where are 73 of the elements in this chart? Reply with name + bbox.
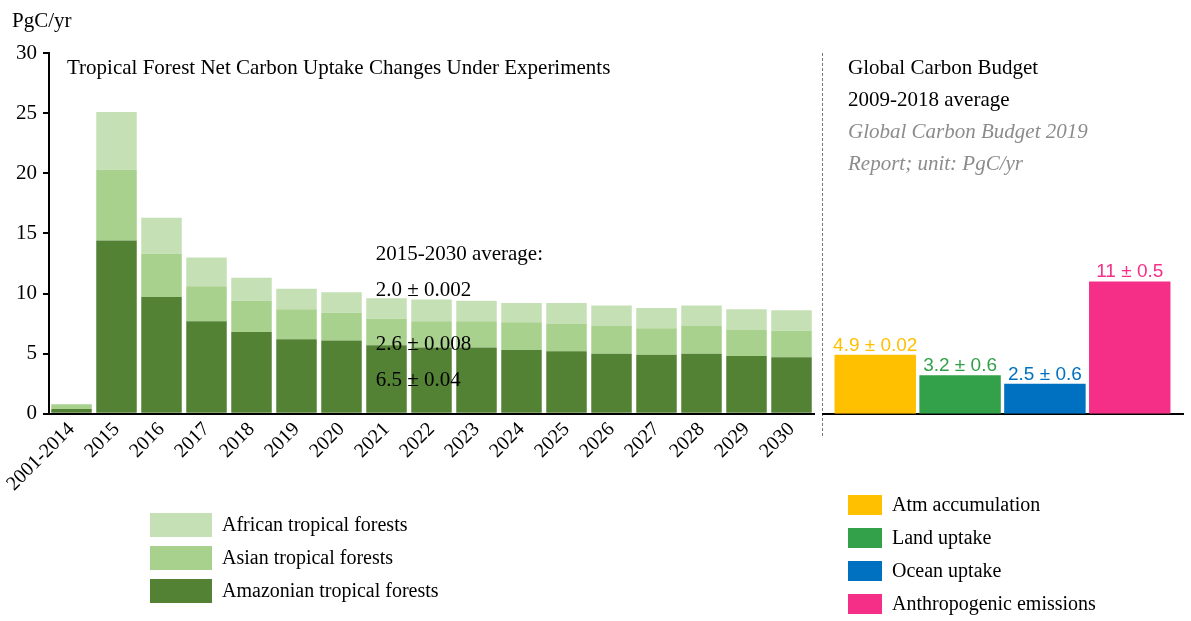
- bar: [276, 339, 317, 413]
- bar: [51, 408, 92, 413]
- annotation: 2015-2030 average:: [375, 241, 544, 265]
- y-axis-title: PgC/yr: [12, 8, 72, 32]
- bar: [546, 351, 587, 413]
- bar: [456, 300, 497, 322]
- bar: [51, 404, 92, 409]
- bar: [321, 292, 362, 313]
- bar: [96, 240, 137, 413]
- data-label: 4.9 ± 0.02: [833, 333, 918, 355]
- bar: [186, 286, 227, 322]
- legend-label: Atm accumulation: [892, 493, 1041, 516]
- bar: [411, 299, 452, 322]
- data-label: 2.5 ± 0.6: [1008, 362, 1082, 384]
- bar: [501, 303, 542, 323]
- bar: [726, 356, 767, 413]
- chart-title: Tropical Forest Net Carbon Uptake Changes Under Experiments: [67, 55, 611, 79]
- bar: [96, 111, 137, 170]
- legend-label: Ocean uptake: [892, 559, 1002, 582]
- bar: [591, 325, 632, 354]
- bar: [834, 354, 916, 414]
- text: Global Carbon Budget 2019 Report; unit: PgC/yr: [847, 119, 1089, 175]
- legend-label: Asian tropical forests: [222, 546, 394, 569]
- bar: [231, 300, 272, 332]
- y-tick-label: 25: [16, 99, 37, 124]
- bar: [546, 323, 587, 352]
- bar: [231, 277, 272, 301]
- bar: [771, 357, 812, 413]
- bar: [321, 312, 362, 341]
- legend-label: African tropical forests: [222, 513, 408, 536]
- bar: [141, 297, 182, 413]
- bar: [726, 309, 767, 330]
- y-tick-label: 0: [26, 400, 37, 425]
- bar: [141, 217, 182, 254]
- bar: [919, 375, 1001, 414]
- bar: [591, 305, 632, 326]
- bar: [501, 350, 542, 413]
- text: Global Carbon Budget 2009-2018 average: [848, 55, 1039, 111]
- bar: [1004, 383, 1086, 414]
- annotation: 2.6 ± 0.008: [375, 331, 472, 355]
- bar: [276, 309, 317, 340]
- bar: [366, 298, 407, 319]
- legend-label: Anthropogenic emissions: [892, 592, 1096, 615]
- annotation: 2.0 ± 0.002: [375, 277, 472, 301]
- bar: [726, 329, 767, 357]
- bar: [681, 305, 722, 326]
- bar: [231, 331, 272, 413]
- bar: [546, 303, 587, 324]
- bar: [186, 321, 227, 413]
- bar: [636, 354, 677, 413]
- bar: [141, 253, 182, 298]
- bar: [681, 325, 722, 354]
- y-tick-label: 10: [16, 280, 37, 305]
- y-tick-label: 5: [26, 340, 37, 365]
- y-tick-label: 30: [16, 39, 37, 64]
- bar: [501, 322, 542, 351]
- bar: [771, 310, 812, 331]
- legend-label: Land uptake: [892, 526, 992, 549]
- bar: [591, 353, 632, 413]
- data-label: 11 ± 0.5: [1096, 260, 1164, 282]
- bar: [276, 288, 317, 310]
- bar: [321, 340, 362, 413]
- data-label: 3.2 ± 0.6: [923, 354, 997, 376]
- bar: [681, 353, 722, 413]
- legend-label: Amazonian tropical forests: [222, 579, 439, 602]
- bar: [96, 169, 137, 241]
- bar: [771, 330, 812, 358]
- bar: [1089, 281, 1171, 414]
- bar: [186, 257, 227, 287]
- y-tick-label: 20: [16, 159, 37, 184]
- bar: [636, 328, 677, 355]
- bar: [636, 307, 677, 329]
- y-tick-label: 15: [16, 219, 37, 244]
